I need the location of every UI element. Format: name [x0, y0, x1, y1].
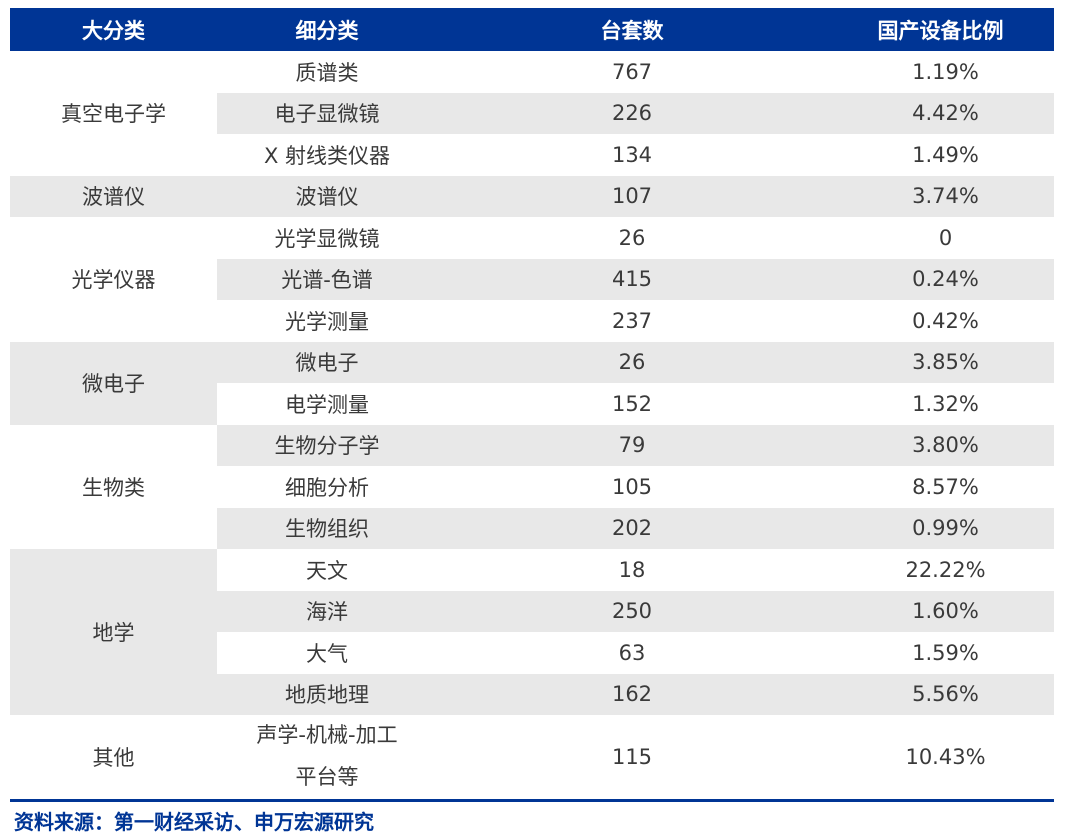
table-row: X 射线类仪器 134 1.49% — [217, 134, 1054, 176]
subcategory-cell: 光学显微镜 — [274, 226, 380, 251]
subcategory-cell: 光谱-色谱 — [281, 268, 373, 293]
ratio-cell: 8.57% — [912, 474, 979, 499]
count-cell: 415 — [611, 267, 653, 292]
group-geoscience: 地学 天文 18 22.22% 海洋 250 1.60% 大气 63 1.59% — [10, 549, 1054, 715]
ratio-cell: 0.42% — [912, 308, 979, 333]
count-cell: 115 — [611, 744, 653, 769]
table-row: 光学测量 237 0.42% — [217, 300, 1054, 342]
ratio-cell: 0.24% — [912, 267, 979, 292]
table-row: 天文 18 22.22% — [217, 549, 1054, 591]
count-cell: 767 — [611, 59, 653, 84]
subcategory-cell: 光学测量 — [285, 309, 369, 334]
source-note: 资料来源：第一财经采访、申万宏源研究 — [14, 810, 374, 834]
group-optical-instruments: 光学仪器 光学显微镜 26 0 光谱-色谱 415 0.24% 光学测量 237… — [10, 217, 1054, 342]
table-row: 电子显微镜 226 4.42% — [217, 92, 1054, 134]
table-row: 细胞分析 105 8.57% — [217, 466, 1054, 508]
header-domestic-ratio: 国产设备比例 — [877, 18, 1004, 43]
table-row: 光谱-色谱 415 0.24% — [217, 258, 1054, 300]
count-cell: 226 — [611, 101, 653, 126]
ratio-cell: 1.49% — [912, 142, 979, 167]
subcategory-cell: 声学-机械-加工 平台等 — [217, 715, 437, 798]
ratio-cell: 10.43% — [905, 744, 986, 769]
subcategory-cell: X 射线类仪器 — [263, 143, 391, 168]
table-row: 质谱类 767 1.19% — [217, 51, 1054, 93]
ratio-cell: 5.56% — [912, 682, 979, 707]
ratio-cell: 1.19% — [912, 59, 979, 84]
table-body: 真空电子学 质谱类 767 1.19% 电子显微镜 226 4.42% X 射线… — [10, 51, 1054, 798]
subcategory-cell: 电子显微镜 — [274, 102, 380, 127]
ratio-cell: 1.59% — [912, 640, 979, 665]
table-header: 大分类 细分类 台套数 国产设备比例 — [10, 8, 1054, 51]
subcategory-cell: 质谱类 — [295, 60, 359, 85]
major-category-cell: 地学 — [10, 549, 217, 715]
table-row: 微电子 26 3.85% — [217, 341, 1054, 383]
ratio-cell: 0.99% — [912, 516, 979, 541]
group-spectrometer: 波谱仪 波谱仪 107 3.74% — [10, 175, 1054, 217]
ratio-cell: 1.60% — [912, 599, 979, 624]
count-cell: 134 — [611, 142, 653, 167]
group-vacuum-electronics: 真空电子学 质谱类 767 1.19% 电子显微镜 226 4.42% X 射线… — [10, 51, 1054, 176]
major-category-cell: 光学仪器 — [71, 268, 156, 293]
count-cell: 202 — [611, 516, 653, 541]
subcategory-cell: 生物组织 — [285, 517, 369, 542]
table-row: 波谱仪 107 3.74% — [217, 175, 1054, 217]
ratio-cell: 3.74% — [912, 184, 979, 209]
subcategory-cell: 天文 — [306, 558, 348, 583]
table-row: 电学测量 152 1.32% — [217, 383, 1054, 425]
ratio-cell: 22.22% — [905, 557, 986, 582]
subcategory-line-2: 平台等 — [295, 764, 359, 789]
ratio-cell: 1.32% — [912, 391, 979, 416]
group-microelectronics: 微电子 微电子 26 3.85% 电学测量 152 1.32% — [10, 341, 1054, 425]
major-category-cell: 其他 — [92, 745, 135, 770]
subcategory-cell: 生物分子学 — [274, 434, 380, 459]
major-category-cell: 生物类 — [82, 475, 145, 500]
major-category-cell: 真空电子学 — [61, 102, 166, 127]
header-count: 台套数 — [600, 18, 664, 43]
subcategory-cell: 地质地理 — [285, 683, 369, 708]
ratio-cell: 3.85% — [912, 350, 979, 375]
count-cell: 63 — [618, 640, 646, 665]
major-category-cell: 微电子 — [10, 341, 217, 425]
subcategory-cell: 大气 — [306, 641, 348, 666]
subcategory-cell: 海洋 — [306, 600, 348, 625]
group-other: 其他 声学-机械-加工 平台等 115 10.43% — [10, 715, 1054, 798]
count-cell: 250 — [611, 599, 653, 624]
table-row: 生物分子学 79 3.80% — [217, 424, 1054, 466]
ratio-cell: 4.42% — [912, 101, 979, 126]
table-row: 生物组织 202 0.99% — [217, 507, 1054, 549]
table-row: 声学-机械-加工 平台等 115 10.43% — [217, 715, 1054, 798]
subcategory-cell: 微电子 — [295, 351, 359, 376]
subcategory-cell: 细胞分析 — [285, 475, 369, 500]
group-biology: 生物类 生物分子学 79 3.80% 细胞分析 105 8.57% 生物组织 2… — [10, 424, 1054, 549]
count-cell: 152 — [611, 391, 653, 416]
major-category-cell: 波谱仪 — [82, 185, 145, 210]
ratio-cell: 3.80% — [912, 433, 979, 458]
header-subcategory: 细分类 — [295, 18, 359, 43]
table-row: 地质地理 162 5.56% — [217, 673, 1054, 715]
table-row: 光学显微镜 26 0 — [217, 217, 1054, 259]
count-cell: 107 — [611, 184, 653, 209]
subcategory-line-1: 声学-机械-加工 — [256, 723, 398, 747]
count-cell: 237 — [611, 308, 653, 333]
count-cell: 105 — [611, 474, 653, 499]
instrument-table: 大分类 细分类 台套数 国产设备比例 真空电子学 质谱类 767 1.19% 电… — [10, 8, 1054, 798]
count-cell: 26 — [618, 225, 646, 250]
subcategory-cell: 电学测量 — [285, 392, 369, 417]
bottom-rule — [10, 799, 1054, 802]
table-row: 海洋 250 1.60% — [217, 590, 1054, 632]
count-cell: 162 — [611, 682, 653, 707]
subcategory-cell: 波谱仪 — [295, 185, 359, 210]
count-cell: 18 — [618, 557, 646, 582]
table-row: 大气 63 1.59% — [217, 632, 1054, 674]
count-cell: 79 — [618, 433, 646, 458]
ratio-cell: 0 — [938, 225, 953, 250]
header-major-category: 大分类 — [82, 18, 145, 43]
count-cell: 26 — [618, 350, 646, 375]
